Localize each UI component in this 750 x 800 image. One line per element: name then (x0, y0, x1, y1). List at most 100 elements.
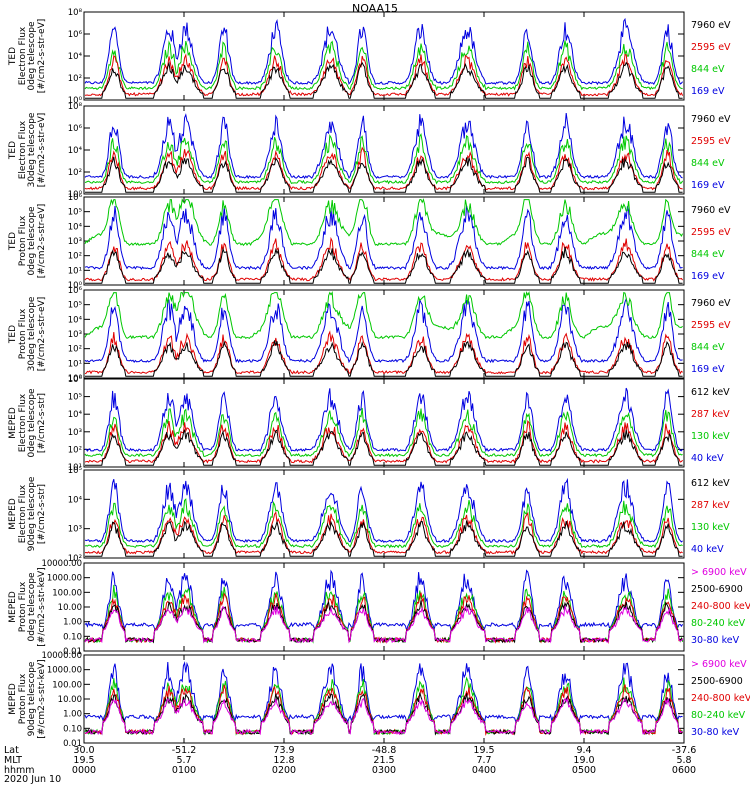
footer-row-label: MLT (4, 754, 22, 766)
legend-entry: 7960 eV (691, 205, 731, 216)
y-tick-label: 10¹ (68, 359, 82, 369)
panel-2: 10⁰ 10² 10⁴ 10⁶ 10⁸ (68, 102, 685, 200)
series-line-169-ev (84, 17, 683, 86)
legend-entry: 844 eV (691, 342, 725, 353)
legend-entry: 7960 eV (691, 114, 731, 125)
footer-hhmm: 0000 (71, 764, 97, 776)
series-line--6900-kev (84, 605, 684, 644)
y-tick-label: 100.00 (52, 588, 82, 598)
y-tick-label: 10⁶ (68, 286, 83, 296)
series-line-30-80-kev (84, 661, 683, 725)
panel-7: 0.01 0.10 1.00 10.00 100.00 1000.00 10000.00 (41, 559, 685, 657)
legend-entry: 2500-6900 (691, 676, 743, 687)
footer-hhmm: 0100 (171, 764, 197, 776)
series-line-80-240-kev (84, 584, 684, 644)
series-line-2595-ev (84, 53, 684, 97)
series-line-30-80-kev (84, 569, 684, 632)
y-tick-label: 10⁵ (68, 393, 82, 403)
footer-mlt: 5.8 (676, 754, 692, 766)
series-line-7960-ev (85, 61, 683, 99)
series-line-7960-ev (85, 156, 683, 193)
footer-lat: -51.2 (171, 745, 197, 756)
legend-entry: > 6900 keV (691, 659, 747, 670)
y-axis-label: TED Proton Flux 0deg telescope [#/cm2-s-str… (8, 191, 47, 291)
y-axis-label: TED Electron Flux 30deg telescope [#/cm2-s-… (8, 100, 47, 200)
legend-entry: 80-240 keV (691, 618, 746, 629)
legend-entry: 612 keV (691, 387, 730, 398)
y-tick-label: 10⁶ (68, 124, 83, 134)
series-line-7960-ev (85, 340, 683, 377)
legend-entry: 287 keV (691, 409, 730, 420)
y-axis-label-line: [#/cm2-s-str-keV] (36, 567, 47, 647)
legend-entry: 2595 eV (691, 136, 731, 147)
y-tick-label: 10⁵ (68, 466, 82, 476)
legend-entry: 7960 eV (691, 20, 731, 31)
y-tick-label: 10³ (68, 330, 82, 340)
legend-entry: 130 keV (691, 522, 730, 533)
series-line-7960-ev (85, 246, 683, 284)
series-line-240-800-kev (84, 592, 683, 644)
y-tick-label: 10¹ (68, 266, 82, 276)
legend-entry: 30-80 keV (691, 727, 740, 738)
y-tick-label: 10000.00 (41, 651, 82, 661)
y-tick-label: 10.00 (58, 603, 82, 613)
y-axis-label: MEPED Proton Flux 0deg telescope [#/cm2-s-s… (8, 557, 47, 657)
legend-entry: 844 eV (691, 158, 725, 169)
y-tick-label: 10² (68, 554, 82, 564)
series-line-2595-ev (84, 330, 683, 375)
y-tick-label: 10⁰ (68, 96, 83, 106)
y-tick-label: 10⁴ (68, 146, 83, 156)
series-line-80-240-kev (84, 676, 683, 736)
series-line-612-kev (85, 429, 683, 466)
footer-hhmm: 0400 (471, 764, 497, 776)
footer-lat: 19.5 (473, 745, 495, 756)
y-tick-label: 0.10 (63, 632, 82, 642)
y-tick-label: 0.01 (63, 739, 82, 749)
legend-entry: 30-80 keV (691, 635, 740, 646)
y-tick-label: 10² (68, 74, 82, 84)
panel-8: 0.01 0.10 1.00 10.00 100.00 1000.00 10000.00 (41, 651, 685, 749)
y-tick-label: 10⁰ (68, 374, 83, 384)
legend-entry: 2595 eV (691, 227, 731, 238)
series-line-287-kev (84, 511, 683, 555)
y-tick-label: 10⁸ (68, 102, 83, 112)
footer-mlt: 12.8 (273, 754, 295, 766)
legend-entry: 130 keV (691, 431, 730, 442)
y-tick-label: 10² (68, 168, 82, 178)
panel-frame (83, 289, 685, 379)
y-tick-label: 1.00 (63, 710, 82, 720)
y-tick-label: 1000.00 (47, 666, 82, 676)
footer-hhmm: 0500 (571, 764, 597, 776)
footer-mlt: 19.5 (73, 754, 95, 766)
y-axis-label-line: [#/cm2-s-str-eV] (36, 203, 47, 279)
y-tick-label: 10⁴ (68, 52, 83, 62)
footer-lat: 9.4 (576, 745, 592, 756)
series-line-40-kev (84, 477, 683, 544)
y-tick-label: 1000.00 (47, 574, 82, 584)
y-tick-label: 10⁶ (68, 375, 83, 385)
legend-entry: > 6900 keV (691, 567, 747, 578)
y-axis-label-line: [#/cm2-s-str-keV] (36, 659, 47, 739)
y-axis-label-line: [#/cm2-s-str-eV] (36, 296, 47, 372)
y-tick-label: 10⁴ (68, 410, 83, 420)
y-axis-label-line: [#/cm2-s-str-eV] (36, 18, 47, 94)
footer-lat: 73.9 (273, 745, 295, 756)
y-axis-label-line: [#/cm2-s-str-eV] (36, 112, 47, 188)
legend-entry: 240-800 keV (691, 693, 750, 704)
legend-entry: 287 keV (691, 500, 730, 511)
legend-entry: 169 eV (691, 180, 725, 191)
y-tick-label: 10⁰ (68, 190, 83, 200)
y-tick-label: 10³ (68, 525, 82, 535)
footer-mlt: 7.7 (476, 754, 492, 766)
y-tick-label: 10⁶ (68, 30, 83, 40)
y-tick-label: 10⁴ (68, 222, 83, 232)
y-tick-label: 10¹ (68, 463, 82, 473)
y-tick-label: 10² (68, 252, 82, 262)
panel-5: 10¹ 10² 10³ 10⁴ 10⁵ 10⁶ (68, 375, 685, 473)
legend-entry: 2595 eV (691, 320, 731, 331)
y-tick-label: 1.00 (63, 618, 82, 628)
y-tick-label: 10² (68, 445, 82, 455)
legend-entry: 40 keV (691, 453, 724, 464)
y-tick-label: 10⁶ (68, 193, 83, 203)
